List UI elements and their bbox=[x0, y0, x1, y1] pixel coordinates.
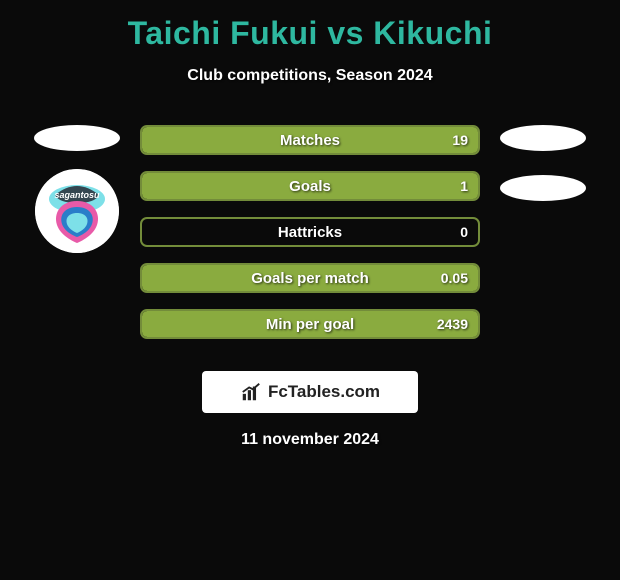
source-logo-text: FcTables.com bbox=[268, 382, 380, 402]
stat-bars: Matches 19 Goals 1 Hattricks 0 Goals per… bbox=[140, 125, 480, 339]
bar-chart-icon bbox=[240, 381, 262, 403]
player-right-marker-2 bbox=[500, 175, 586, 201]
season-subtitle: Club competitions, Season 2024 bbox=[187, 67, 432, 85]
bar-value: 2439 bbox=[437, 316, 468, 332]
bar-value: 1 bbox=[460, 178, 468, 194]
stat-bar-goals-per-match: Goals per match 0.05 bbox=[140, 263, 480, 293]
bar-value: 0.05 bbox=[441, 270, 468, 286]
player-left-column: sagantosu bbox=[22, 125, 132, 253]
sagantosu-crest-icon: sagantosu bbox=[35, 169, 119, 253]
bar-label: Hattricks bbox=[278, 224, 342, 241]
player-right-column bbox=[488, 125, 598, 201]
stat-bar-matches: Matches 19 bbox=[140, 125, 480, 155]
stat-bar-goals: Goals 1 bbox=[140, 171, 480, 201]
stat-bar-hattricks: Hattricks 0 bbox=[140, 217, 480, 247]
club-badge-left: sagantosu bbox=[35, 169, 119, 253]
bar-label: Goals bbox=[289, 178, 331, 195]
bar-value: 19 bbox=[452, 132, 468, 148]
main-row: sagantosu Matches 19 Goals 1 Hattricks bbox=[0, 125, 620, 339]
svg-text:sagantosu: sagantosu bbox=[54, 190, 100, 200]
player-right-marker-1 bbox=[500, 125, 586, 151]
page-title: Taichi Fukui vs Kikuchi bbox=[128, 15, 493, 52]
bar-label: Goals per match bbox=[251, 270, 369, 287]
source-logo: FcTables.com bbox=[202, 371, 418, 413]
bar-label: Matches bbox=[280, 132, 340, 149]
comparison-card: Taichi Fukui vs Kikuchi Club competition… bbox=[0, 0, 620, 459]
player-left-marker bbox=[34, 125, 120, 151]
bar-label: Min per goal bbox=[266, 316, 354, 333]
snapshot-date: 11 november 2024 bbox=[241, 431, 379, 449]
bar-value: 0 bbox=[460, 224, 468, 240]
stat-bar-min-per-goal: Min per goal 2439 bbox=[140, 309, 480, 339]
